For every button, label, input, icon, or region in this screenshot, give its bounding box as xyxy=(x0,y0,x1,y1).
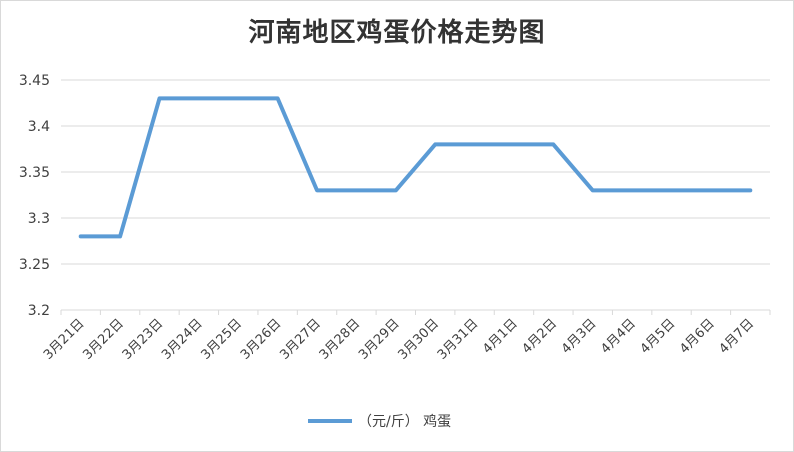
x-tick-label: 3月24日 xyxy=(159,316,206,363)
x-tick-label: 3月30日 xyxy=(395,316,442,363)
y-tick-label: 3.25 xyxy=(19,257,50,273)
x-tick-label: 4月6日 xyxy=(677,316,718,357)
chart-title: 河南地区鸡蛋价格走势图 xyxy=(248,18,546,48)
y-tick-label: 3.3 xyxy=(28,211,50,227)
x-tick-label: 3月21日 xyxy=(41,316,88,363)
x-tick-label: 3月27日 xyxy=(277,316,324,363)
series-line-0 xyxy=(78,96,753,239)
x-tick-label: 4月1日 xyxy=(480,316,521,357)
x-tick-label: 3月26日 xyxy=(238,316,285,363)
y-tick-label: 3.4 xyxy=(28,119,50,135)
x-axis-ticks: 3月21日3月22日3月23日3月24日3月25日3月26日3月27日3月28日… xyxy=(41,316,757,363)
x-tick-label: 3月25日 xyxy=(199,316,246,363)
x-tick-label: 3月22日 xyxy=(80,316,127,363)
x-tick-label: 4月5日 xyxy=(638,316,679,357)
x-tick-label: 3月29日 xyxy=(356,316,403,363)
legend-label: （元/斤） 鸡蛋 xyxy=(358,413,451,430)
x-tick-label: 4月4日 xyxy=(598,316,639,357)
x-tick-label: 4月3日 xyxy=(559,316,600,357)
legend: （元/斤） 鸡蛋 xyxy=(308,413,451,430)
x-tick-label: 3月23日 xyxy=(120,316,167,363)
x-tick-label: 3月28日 xyxy=(317,316,364,363)
y-tick-label: 3.45 xyxy=(19,73,50,89)
y-tick-label: 3.2 xyxy=(28,303,50,319)
y-tick-label: 3.35 xyxy=(19,165,50,181)
gridlines xyxy=(60,79,771,315)
y-axis-ticks: 3.2 3.25 3.3 3.35 3.4 3.45 xyxy=(19,73,50,319)
x-tick-label: 4月7日 xyxy=(716,316,757,357)
x-tick-label: 4月2日 xyxy=(519,316,560,357)
series-layer xyxy=(78,96,753,239)
x-tick-label: 3月31日 xyxy=(435,316,482,363)
